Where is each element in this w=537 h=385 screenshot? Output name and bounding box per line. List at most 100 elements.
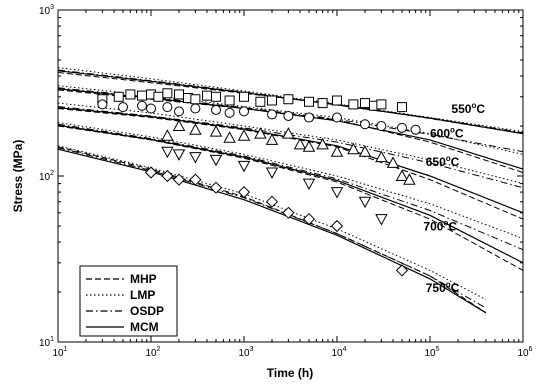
data-point-750 [302, 212, 316, 226]
data-point-650 [209, 125, 223, 137]
x-tick-label: 103 [238, 346, 253, 359]
data-point-600 [332, 112, 342, 123]
data-point-600 [283, 110, 294, 121]
data-point-750 [209, 181, 223, 194]
data-point-650 [293, 137, 307, 150]
data-point-600 [97, 99, 108, 110]
temperature-label-600: 600oC [430, 126, 464, 141]
data-point-650 [358, 145, 372, 157]
data-point-750 [161, 169, 174, 183]
legend-label-lmp: LMP [130, 288, 155, 302]
data-point-750 [237, 185, 251, 199]
data-point-750 [282, 206, 295, 219]
data-point-650 [172, 119, 186, 131]
data-point-650 [403, 173, 416, 185]
data-point-750 [189, 173, 202, 186]
data-point-700 [330, 187, 344, 199]
data-point-550 [348, 99, 359, 110]
data-point-600 [410, 124, 421, 135]
data-point-550 [136, 90, 147, 101]
data-point-650 [330, 145, 344, 157]
data-point-700 [265, 167, 279, 179]
data-point-600 [118, 102, 129, 113]
data-point-550 [162, 88, 173, 99]
data-point-650 [386, 156, 400, 168]
data-point-550 [359, 98, 370, 109]
data-point-550 [211, 91, 222, 102]
x-tick-label: 101 [52, 346, 67, 359]
data-point-550 [224, 95, 235, 106]
data-point-650 [223, 131, 236, 143]
data-point-550 [113, 91, 124, 102]
data-point-550 [266, 95, 277, 106]
data-point-600 [173, 106, 184, 117]
temperature-label-700: 700oC [423, 218, 457, 233]
data-point-700 [375, 214, 388, 226]
data-point-600 [162, 102, 173, 113]
data-point-650 [347, 142, 360, 155]
data-point-550 [376, 99, 387, 110]
data-point-600 [211, 104, 222, 115]
data-point-550 [283, 94, 294, 105]
data-point-600 [146, 103, 156, 114]
data-point-550 [255, 96, 266, 107]
data-point-650 [265, 133, 279, 145]
data-point-600 [239, 106, 249, 117]
data-point-550 [304, 96, 315, 107]
x-tick-label: 106 [517, 346, 532, 359]
y-tick-labels: 101 102 103 [39, 4, 54, 349]
y-axis-title: Stress (MPa) [11, 140, 25, 213]
data-point-750 [395, 264, 409, 277]
data-point-550 [201, 90, 212, 101]
y-tick-label: 103 [39, 4, 54, 17]
data-point-750 [265, 195, 279, 208]
data-point-700 [237, 160, 251, 173]
legend-label-mhp: MHP [130, 272, 157, 286]
data-point-650 [237, 129, 251, 141]
data-point-750 [330, 219, 344, 233]
curve-mhp-750 [57, 146, 487, 314]
data-point-650 [254, 127, 267, 139]
data-point-700 [172, 149, 186, 161]
x-tick-label: 102 [145, 346, 160, 359]
curve-lmp-700 [57, 122, 524, 239]
data-point-550 [317, 98, 328, 109]
data-point-650 [316, 137, 329, 150]
data-point-700 [209, 154, 223, 167]
data-point-600 [397, 122, 408, 133]
data-point-700 [358, 196, 372, 209]
data-point-700 [161, 146, 174, 159]
x-tick-label: 104 [331, 346, 346, 359]
data-point-600 [359, 119, 370, 130]
legend-label-osdp: OSDP [130, 304, 164, 318]
data-point-650 [189, 123, 202, 135]
curve-mhp-700 [57, 125, 524, 271]
curve-lmp-650 [57, 102, 524, 185]
data-point-600 [224, 107, 235, 118]
curve-osdp-700 [57, 123, 524, 251]
legend-entries: MHP LMP OSDP MCM [86, 272, 164, 334]
data-point-650 [161, 129, 174, 141]
temperature-label-750: 750oC [426, 280, 460, 295]
temperature-label-550: 550oC [451, 101, 485, 116]
data-point-650 [375, 150, 388, 163]
data-point-700 [302, 178, 316, 191]
data-point-550 [397, 102, 408, 113]
curve-mhp-600 [57, 89, 524, 173]
data-point-600 [190, 103, 201, 114]
data-point-550 [239, 91, 249, 102]
x-tick-labels: 101 102 103 104 105 106 [52, 346, 532, 359]
curve-mcm-750 [57, 148, 487, 314]
data-point-750 [172, 173, 186, 186]
curve-mcm-700 [57, 124, 524, 264]
y-tick-label: 102 [39, 170, 54, 183]
minor-ticks [57, 10, 523, 343]
x-axis-title: Time (h) [267, 366, 313, 380]
y-tick-label: 101 [39, 336, 54, 349]
legend-label-mcm: MCM [130, 320, 159, 334]
data-point-550 [332, 95, 342, 106]
legend: MHP LMP OSDP MCM [79, 265, 178, 337]
data-point-550 [125, 89, 136, 100]
data-point-550 [173, 89, 184, 100]
